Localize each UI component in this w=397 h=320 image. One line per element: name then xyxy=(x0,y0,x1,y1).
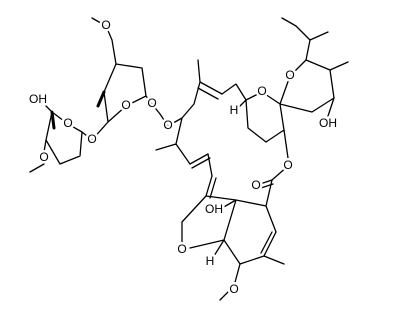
atom-label: OH xyxy=(319,116,337,130)
atom-label: O xyxy=(87,132,96,146)
atom-label: O xyxy=(177,242,186,256)
single-bonds xyxy=(29,17,349,301)
double-bonds xyxy=(189,81,277,257)
atom-label: O xyxy=(251,178,260,192)
atom-label: OH xyxy=(29,92,47,106)
atom-label: O xyxy=(257,84,266,98)
atom-label: O xyxy=(285,68,294,82)
bonds xyxy=(29,17,349,301)
atom-label: O xyxy=(39,150,48,164)
atom-label: H xyxy=(230,103,239,117)
atom-label: O xyxy=(163,118,172,132)
atom-labels: OH O O O O O O O H O O OH O O OH O H O xyxy=(27,16,340,299)
atom-label: O xyxy=(121,98,130,112)
atom-label: O xyxy=(283,158,292,172)
atom-label: OH xyxy=(205,202,223,216)
atom-label: O xyxy=(229,282,238,296)
atom-label: O xyxy=(147,96,156,110)
stereo-wedge xyxy=(96,90,106,108)
atom-label: O xyxy=(101,18,110,32)
atom-label: H xyxy=(206,254,215,268)
atom-label: O xyxy=(63,116,72,130)
stereo-wedge xyxy=(50,110,56,130)
